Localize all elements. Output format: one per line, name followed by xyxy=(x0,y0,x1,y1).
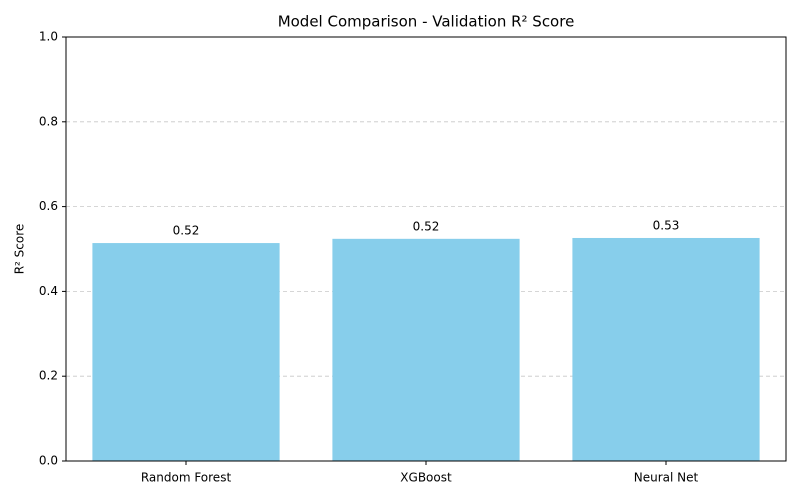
x-tick-label: Random Forest xyxy=(141,471,232,485)
x-tick-label: XGBoost xyxy=(400,471,452,485)
y-tick-label: 0.8 xyxy=(39,114,58,128)
chart-title: Model Comparison - Validation R² Score xyxy=(278,13,575,31)
bar xyxy=(572,237,760,461)
x-tick-label: Neural Net xyxy=(634,471,699,485)
bar xyxy=(92,243,280,461)
value-label: 0.52 xyxy=(413,219,440,233)
y-tick-label: 0.2 xyxy=(39,369,58,383)
y-tick-label: 0.6 xyxy=(39,199,58,213)
value-label: 0.53 xyxy=(653,218,680,232)
y-tick-label: 1.0 xyxy=(39,30,58,44)
plot-frame xyxy=(65,36,787,462)
y-tick-label: 0.0 xyxy=(39,454,58,468)
y-tick-label: 0.4 xyxy=(39,284,58,298)
y-axis-label: R² Score xyxy=(13,224,27,275)
bar xyxy=(332,238,520,461)
value-label: 0.52 xyxy=(173,224,200,238)
